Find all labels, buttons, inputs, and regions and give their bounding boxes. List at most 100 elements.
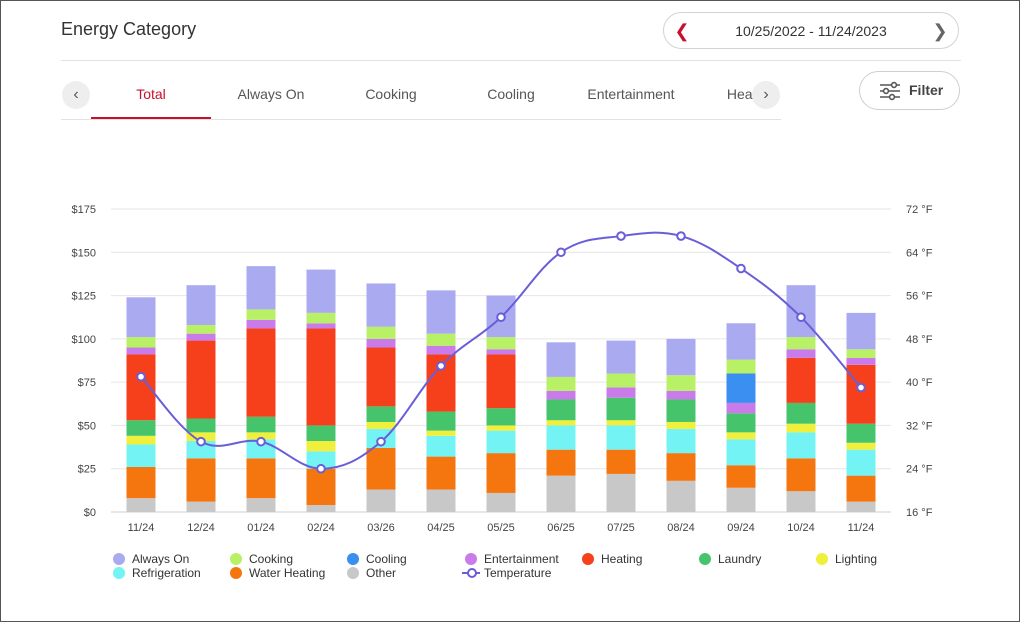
bar-segment-other bbox=[666, 480, 696, 512]
bar-segment-always-on bbox=[306, 269, 336, 313]
temperature-point bbox=[556, 247, 566, 258]
bar-segment-entertainment bbox=[726, 402, 756, 414]
x-axis-tick-label: 03/26 bbox=[367, 522, 395, 534]
bar-segment-heating bbox=[126, 354, 156, 421]
bar-segment-other bbox=[726, 487, 756, 512]
legend-item-other[interactable]: Other bbox=[347, 566, 397, 580]
tab-cooking[interactable]: Cooking bbox=[365, 86, 417, 102]
bar-segment-lighting bbox=[306, 441, 336, 452]
bar-segment-cooking bbox=[786, 337, 816, 350]
legend-item-cooling[interactable]: Cooling bbox=[347, 552, 407, 566]
y-axis-left-tick-label: $125 bbox=[72, 291, 96, 303]
bar-segment-other bbox=[606, 473, 636, 512]
legend-item-refrigeration[interactable]: Refrigeration bbox=[113, 566, 201, 580]
y-axis-left-tick-label: $0 bbox=[84, 507, 96, 519]
chevron-left-icon[interactable]: ❮ bbox=[674, 21, 690, 41]
bar-segment-lighting bbox=[246, 432, 276, 440]
bar-segment-laundry bbox=[846, 423, 876, 443]
bar-segment-refrigeration bbox=[726, 439, 756, 466]
category-tabs: Total Always On Cooking Cooling Entertai… bbox=[61, 71, 781, 120]
legend-swatch bbox=[113, 567, 125, 579]
bar-segment-laundry bbox=[306, 425, 336, 442]
tab-entertainment[interactable]: Entertainment bbox=[587, 86, 675, 102]
legend-label: Water Heating bbox=[249, 566, 326, 580]
legend-item-temperature[interactable]: Temperature bbox=[462, 566, 551, 580]
legend-item-water-heating[interactable]: Water Heating bbox=[230, 566, 326, 580]
bar-segment-always-on bbox=[246, 266, 276, 310]
legend-label: Heating bbox=[601, 552, 643, 566]
legend-item-entertainment[interactable]: Entertainment bbox=[465, 552, 559, 566]
legend-label: Other bbox=[366, 566, 397, 580]
date-range-picker[interactable]: ❮ 10/25/2022 - 11/24/2023 ❯ bbox=[663, 12, 959, 49]
legend-item-always-on[interactable]: Always On bbox=[113, 552, 190, 566]
y-axis-right-tick-label: 48 °F bbox=[906, 334, 933, 346]
bar-segment-other bbox=[486, 492, 516, 512]
bar-segment-entertainment bbox=[786, 349, 816, 358]
bar-segment-cooking bbox=[666, 375, 696, 391]
sliders-icon bbox=[880, 81, 900, 101]
bar-segment-cooking bbox=[186, 325, 216, 334]
bar-segment-cooking bbox=[546, 376, 576, 391]
bar-segment-other bbox=[126, 498, 156, 512]
bar-segment-entertainment bbox=[186, 333, 216, 341]
x-axis-tick-label: 01/24 bbox=[247, 522, 275, 534]
bar-segment-other bbox=[246, 498, 276, 512]
chevron-right-icon[interactable]: ❯ bbox=[932, 21, 948, 41]
bar-segment-water-heating bbox=[606, 449, 636, 474]
bar-segment-other bbox=[306, 505, 336, 512]
legend-swatch bbox=[113, 553, 125, 565]
bar-segment-water-heating bbox=[666, 453, 696, 481]
bar-segment-water-heating bbox=[186, 458, 216, 502]
legend-item-lighting[interactable]: Lighting bbox=[816, 552, 877, 566]
bar-segment-refrigeration bbox=[486, 430, 516, 454]
y-axis-left-tick-label: $175 bbox=[72, 204, 96, 216]
date-range-text: 10/25/2022 - 11/24/2023 bbox=[735, 23, 887, 39]
legend-item-cooking[interactable]: Cooking bbox=[230, 552, 293, 566]
legend-label: Always On bbox=[132, 552, 190, 566]
bar-segment-lighting bbox=[606, 420, 636, 426]
temperature-point bbox=[856, 382, 866, 393]
page-title: Energy Category bbox=[61, 19, 197, 39]
bar-segment-heating bbox=[486, 354, 516, 409]
bar-segment-entertainment bbox=[306, 323, 336, 329]
legend-swatch bbox=[230, 553, 242, 565]
y-axis-right-tick-label: 64 °F bbox=[906, 247, 933, 259]
bar-segment-cooking bbox=[246, 309, 276, 320]
tabs-next-button[interactable]: › bbox=[752, 81, 780, 109]
legend-item-laundry[interactable]: Laundry bbox=[699, 552, 761, 566]
legend-item-heating[interactable]: Heating bbox=[582, 552, 643, 566]
bar-segment-laundry bbox=[666, 399, 696, 422]
x-axis-tick-label: 04/25 bbox=[427, 522, 455, 534]
bar-segment-entertainment bbox=[246, 319, 276, 329]
tab-total[interactable]: Total bbox=[91, 71, 211, 119]
bar-segment-other bbox=[366, 489, 396, 512]
temperature-point bbox=[316, 463, 326, 474]
legend-line-marker bbox=[462, 568, 480, 578]
bar-segment-lighting bbox=[846, 442, 876, 450]
y-axis-left-tick-label: $100 bbox=[72, 334, 96, 346]
bar-segment-laundry bbox=[726, 413, 756, 433]
y-axis-right-tick-label: 24 °F bbox=[906, 464, 933, 476]
bar-segment-laundry bbox=[786, 402, 816, 424]
temperature-point bbox=[136, 371, 146, 382]
bar-segment-cooking bbox=[606, 373, 636, 388]
tabs-prev-button[interactable]: ‹ bbox=[62, 81, 90, 109]
bar-segment-always-on bbox=[366, 283, 396, 327]
legend-swatch bbox=[816, 553, 828, 565]
x-axis-tick-label: 09/24 bbox=[727, 522, 755, 534]
x-axis-tick-label: 08/24 bbox=[667, 522, 695, 534]
y-axis-left-tick-label: $150 bbox=[72, 247, 96, 259]
bar-segment-lighting bbox=[726, 432, 756, 440]
bar-segment-laundry bbox=[546, 399, 576, 421]
bar-segment-other bbox=[846, 501, 876, 512]
bar-segment-heating bbox=[186, 340, 216, 419]
bar-segment-always-on bbox=[546, 342, 576, 377]
tab-always-on[interactable]: Always On bbox=[237, 86, 305, 102]
tab-cooling[interactable]: Cooling bbox=[487, 86, 535, 102]
bar-segment-entertainment bbox=[666, 390, 696, 400]
bar-segment-heating bbox=[306, 328, 336, 426]
filter-button[interactable]: Filter bbox=[859, 71, 960, 110]
bar-segment-lighting bbox=[786, 423, 816, 433]
y-axis-right-tick-label: 56 °F bbox=[906, 291, 933, 303]
temperature-point bbox=[256, 436, 266, 447]
